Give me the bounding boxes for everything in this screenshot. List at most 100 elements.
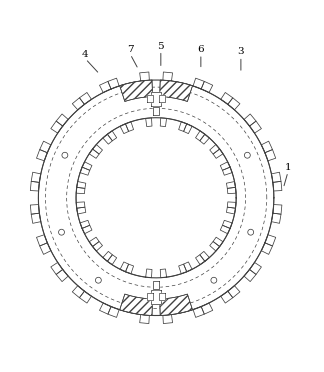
Polygon shape [82, 225, 92, 234]
Polygon shape [120, 262, 129, 272]
Polygon shape [205, 105, 249, 149]
Circle shape [248, 229, 254, 235]
Polygon shape [111, 272, 146, 314]
Polygon shape [107, 131, 117, 141]
Polygon shape [147, 293, 153, 300]
Polygon shape [103, 134, 112, 144]
Polygon shape [77, 207, 86, 214]
Polygon shape [31, 213, 41, 223]
Polygon shape [51, 121, 63, 133]
Polygon shape [159, 95, 165, 102]
Polygon shape [210, 144, 220, 154]
Polygon shape [47, 228, 93, 269]
Polygon shape [38, 182, 77, 213]
Polygon shape [196, 255, 205, 265]
Polygon shape [167, 272, 201, 314]
Polygon shape [160, 118, 167, 126]
Polygon shape [30, 205, 40, 214]
Polygon shape [40, 208, 82, 243]
Polygon shape [227, 202, 236, 208]
Polygon shape [93, 241, 102, 251]
Polygon shape [56, 269, 68, 282]
Polygon shape [99, 303, 111, 314]
Polygon shape [40, 153, 82, 187]
Polygon shape [63, 105, 107, 149]
Polygon shape [38, 80, 274, 315]
Text: 1: 1 [285, 163, 291, 172]
Polygon shape [163, 314, 173, 324]
Polygon shape [120, 294, 153, 315]
Circle shape [59, 229, 64, 235]
Polygon shape [272, 213, 281, 223]
Text: 4: 4 [82, 50, 89, 59]
Polygon shape [125, 264, 133, 274]
Polygon shape [226, 207, 236, 214]
Polygon shape [220, 162, 230, 170]
Polygon shape [200, 134, 209, 144]
Polygon shape [108, 307, 119, 317]
Polygon shape [265, 150, 276, 161]
Polygon shape [72, 98, 85, 110]
Polygon shape [163, 72, 173, 81]
Polygon shape [159, 293, 165, 300]
Polygon shape [93, 144, 102, 154]
Polygon shape [51, 262, 63, 275]
Text: 7: 7 [127, 45, 133, 54]
Polygon shape [37, 235, 47, 246]
Polygon shape [249, 262, 261, 275]
Polygon shape [179, 264, 187, 274]
Polygon shape [221, 93, 233, 105]
Polygon shape [40, 243, 51, 254]
Polygon shape [196, 131, 205, 141]
Polygon shape [160, 294, 192, 315]
Polygon shape [201, 81, 213, 93]
Polygon shape [80, 220, 90, 228]
Polygon shape [179, 122, 187, 131]
Text: 3: 3 [237, 48, 244, 57]
Polygon shape [187, 261, 228, 307]
Polygon shape [76, 202, 85, 208]
Polygon shape [220, 126, 265, 167]
Polygon shape [99, 81, 111, 93]
Polygon shape [40, 141, 51, 153]
Polygon shape [153, 107, 159, 115]
Polygon shape [47, 126, 93, 167]
Polygon shape [228, 98, 240, 110]
Polygon shape [160, 80, 192, 102]
Polygon shape [184, 262, 192, 272]
Polygon shape [77, 182, 86, 188]
Polygon shape [210, 241, 220, 251]
Polygon shape [72, 286, 85, 298]
Circle shape [96, 277, 101, 283]
Polygon shape [85, 89, 125, 134]
Polygon shape [249, 121, 261, 133]
Polygon shape [140, 314, 149, 324]
Polygon shape [79, 291, 91, 303]
Polygon shape [213, 237, 223, 247]
Polygon shape [187, 89, 228, 134]
Polygon shape [76, 187, 85, 194]
Polygon shape [201, 303, 213, 314]
Polygon shape [244, 114, 256, 126]
Polygon shape [85, 261, 125, 307]
Polygon shape [146, 118, 152, 126]
Polygon shape [184, 124, 192, 134]
Polygon shape [80, 167, 90, 175]
Polygon shape [56, 114, 68, 126]
Polygon shape [226, 182, 236, 188]
Polygon shape [89, 237, 99, 247]
Polygon shape [261, 243, 272, 254]
Polygon shape [89, 149, 99, 158]
Polygon shape [147, 95, 153, 102]
Text: 6: 6 [198, 45, 204, 54]
Circle shape [62, 152, 68, 158]
Polygon shape [230, 153, 273, 187]
Polygon shape [37, 150, 47, 161]
Polygon shape [111, 81, 146, 124]
Polygon shape [221, 291, 233, 303]
Polygon shape [120, 124, 129, 134]
Polygon shape [167, 81, 201, 124]
Polygon shape [193, 78, 204, 89]
Polygon shape [103, 251, 112, 261]
Polygon shape [153, 281, 159, 289]
